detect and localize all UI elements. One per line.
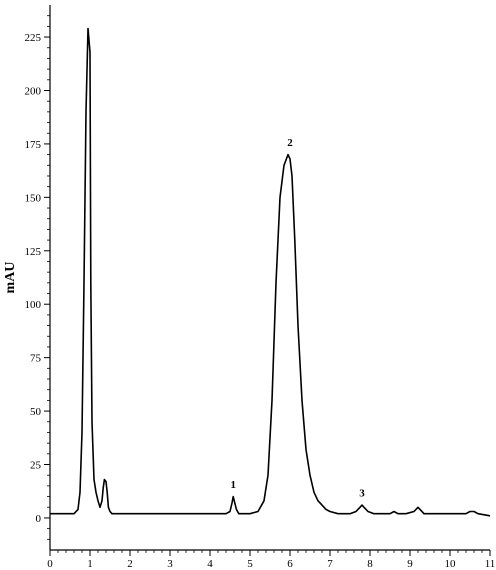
y-tick-label: 125 — [25, 246, 42, 258]
y-tick-label: 0 — [36, 513, 42, 525]
y-tick-label: 175 — [25, 139, 42, 151]
x-tick-label: 11 — [485, 558, 496, 570]
y-axis: 0 25 50 75 100 125 150 175 200 225 — [25, 5, 51, 550]
y-tick-label: 100 — [25, 299, 42, 311]
peak-labels: 1 2 3 — [230, 137, 365, 500]
y-tick-label: 75 — [30, 353, 42, 365]
y-tick-label: 50 — [30, 406, 42, 418]
x-tick-label: 5 — [247, 558, 253, 570]
chromatogram-trace — [50, 27, 491, 517]
y-axis-label: mAU — [3, 262, 18, 294]
x-tick-label: 3 — [167, 558, 173, 570]
x-tick-label: 0 — [47, 558, 53, 570]
x-tick-label: 7 — [327, 558, 333, 570]
peak-label: 3 — [359, 488, 365, 500]
x-tick-label: 1 — [87, 558, 93, 570]
x-tick-label: 10 — [445, 558, 457, 570]
x-tick-label: 2 — [127, 558, 133, 570]
x-tick-label: 6 — [287, 558, 293, 570]
y-tick-label: 150 — [25, 192, 42, 204]
y-tick-label: 25 — [30, 460, 42, 472]
x-axis: 0 1 2 3 4 5 6 7 8 9 10 11 — [47, 549, 496, 570]
x-tick-label: 4 — [207, 558, 213, 570]
peak-label: 1 — [230, 479, 236, 491]
x-tick-label: 8 — [367, 558, 373, 570]
peak-label: 2 — [287, 137, 293, 149]
x-tick-label: 9 — [407, 558, 413, 570]
y-tick-label: 225 — [25, 32, 42, 44]
y-tick-label: 200 — [25, 85, 42, 97]
